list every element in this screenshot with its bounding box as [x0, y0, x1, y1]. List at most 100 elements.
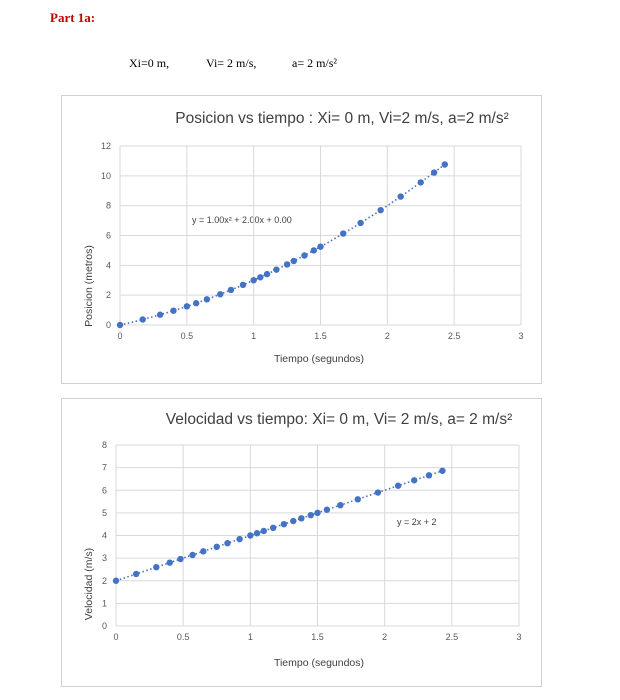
part-label: Part 1a:	[50, 10, 96, 25]
data-point	[417, 179, 424, 186]
data-point	[227, 286, 235, 294]
x-tick-label: 2.5	[448, 331, 461, 341]
data-point	[425, 472, 433, 479]
data-point	[112, 577, 120, 584]
data-point	[374, 489, 382, 496]
data-point	[139, 316, 146, 323]
data-point	[217, 291, 224, 298]
y-tick-label: 6	[102, 485, 107, 495]
data-point	[323, 506, 331, 513]
data-point	[298, 515, 305, 522]
data-point	[247, 532, 254, 539]
acceleration: a= 2 m/s²	[292, 56, 338, 70]
data-points	[116, 161, 449, 329]
x-tick-label: 2	[385, 331, 390, 341]
position-chart: Posicion vs tiempo : Xi= 0 m, Vi=2 m/s, …	[61, 95, 542, 384]
data-point	[337, 501, 344, 509]
data-point	[189, 551, 196, 559]
trendline	[119, 163, 446, 326]
gridlines	[119, 145, 522, 326]
data-point	[290, 517, 297, 525]
data-point	[397, 193, 404, 200]
data-point	[354, 496, 361, 503]
x-axis-title: Tiempo (segundos)	[274, 657, 364, 669]
y-tick-label: 1	[102, 598, 107, 608]
data-point	[166, 559, 173, 566]
x-tick-label: 3	[518, 331, 523, 341]
x-tick-label: 1	[248, 632, 253, 642]
data-point	[290, 257, 297, 265]
y-tick-label: 6	[106, 231, 111, 241]
data-point	[203, 296, 211, 303]
x-tick-label: 0	[113, 632, 118, 642]
y-axis-title: Posicion (metros)	[83, 245, 95, 327]
parameters-line: Xi=0 m, Vi= 2 m/s, a= 2 m/s²	[0, 56, 620, 70]
position-chart-svg: Posicion vs tiempo : Xi= 0 m, Vi=2 m/s, …	[83, 110, 524, 365]
velocity-chart: Velocidad vs tiempo: Xi= 0 m, Vi= 2 m/s,…	[61, 398, 542, 687]
y-tick-label: 12	[101, 141, 111, 151]
gridlines	[115, 444, 520, 627]
trendline	[115, 470, 443, 582]
data-point	[132, 570, 140, 578]
data-point	[153, 563, 160, 571]
x-tick-label: 1	[251, 331, 256, 341]
y-tick-label: 10	[101, 171, 111, 181]
x-tick-label: 2	[382, 632, 387, 642]
data-point	[301, 252, 308, 259]
x-tick-label: 2.5	[446, 632, 459, 642]
data-point	[183, 303, 191, 310]
x-axis-title: Tiempo (segundos)	[274, 353, 364, 365]
data-point	[192, 300, 200, 307]
data-point	[269, 524, 277, 532]
y-tick-label: 4	[102, 531, 107, 541]
data-point	[250, 277, 257, 284]
data-point	[236, 535, 243, 543]
data-point	[224, 539, 231, 547]
y-axis-title: Velocidad (m/s)	[83, 548, 95, 620]
data-point	[307, 511, 314, 519]
data-point	[430, 169, 438, 176]
data-point	[253, 530, 261, 537]
data-point	[200, 548, 207, 555]
data-point	[280, 520, 288, 528]
data-point	[273, 266, 280, 273]
y-tick-label: 4	[106, 260, 111, 270]
data-point	[283, 261, 291, 268]
y-tick-label: 8	[106, 201, 111, 211]
data-point	[340, 230, 347, 237]
data-point	[441, 161, 449, 168]
initial-position: Xi=0 m,	[129, 56, 170, 70]
y-tick-label: 0	[102, 621, 107, 631]
data-point	[156, 311, 164, 318]
x-tick-label: 0	[117, 331, 122, 341]
data-point	[317, 243, 324, 250]
data-point	[357, 219, 364, 227]
chart-title: Posicion vs tiempo : Xi= 0 m, Vi=2 m/s, …	[175, 110, 509, 127]
y-tick-label: 5	[102, 508, 107, 518]
velocity-chart-svg: Velocidad vs tiempo: Xi= 0 m, Vi= 2 m/s,…	[83, 411, 522, 669]
initial-velocity: Vi= 2 m/s,	[206, 56, 257, 70]
y-tick-label: 8	[102, 440, 107, 450]
x-tick-label: 1.5	[314, 331, 327, 341]
data-point	[314, 509, 321, 517]
data-point	[257, 274, 264, 281]
data-point	[310, 247, 318, 254]
x-tick-label: 0.5	[177, 632, 190, 642]
x-tick-label: 3	[516, 632, 521, 642]
data-point	[260, 527, 267, 535]
y-tick-label: 3	[102, 553, 107, 563]
data-point	[170, 307, 177, 314]
x-tick-label: 0.5	[181, 331, 194, 341]
data-point	[239, 281, 247, 289]
y-tick-label: 2	[102, 576, 107, 586]
data-point	[411, 477, 418, 484]
data-points	[112, 467, 446, 584]
trendline-equation: y = 1.00x² + 2.00x + 0.00	[192, 215, 292, 225]
data-point	[394, 482, 402, 489]
chart-title: Velocidad vs tiempo: Xi= 0 m, Vi= 2 m/s,…	[166, 411, 512, 428]
data-point	[213, 543, 220, 551]
data-point	[116, 321, 124, 329]
y-tick-label: 7	[102, 463, 107, 473]
y-tick-label: 2	[106, 290, 111, 300]
data-point	[263, 270, 271, 278]
